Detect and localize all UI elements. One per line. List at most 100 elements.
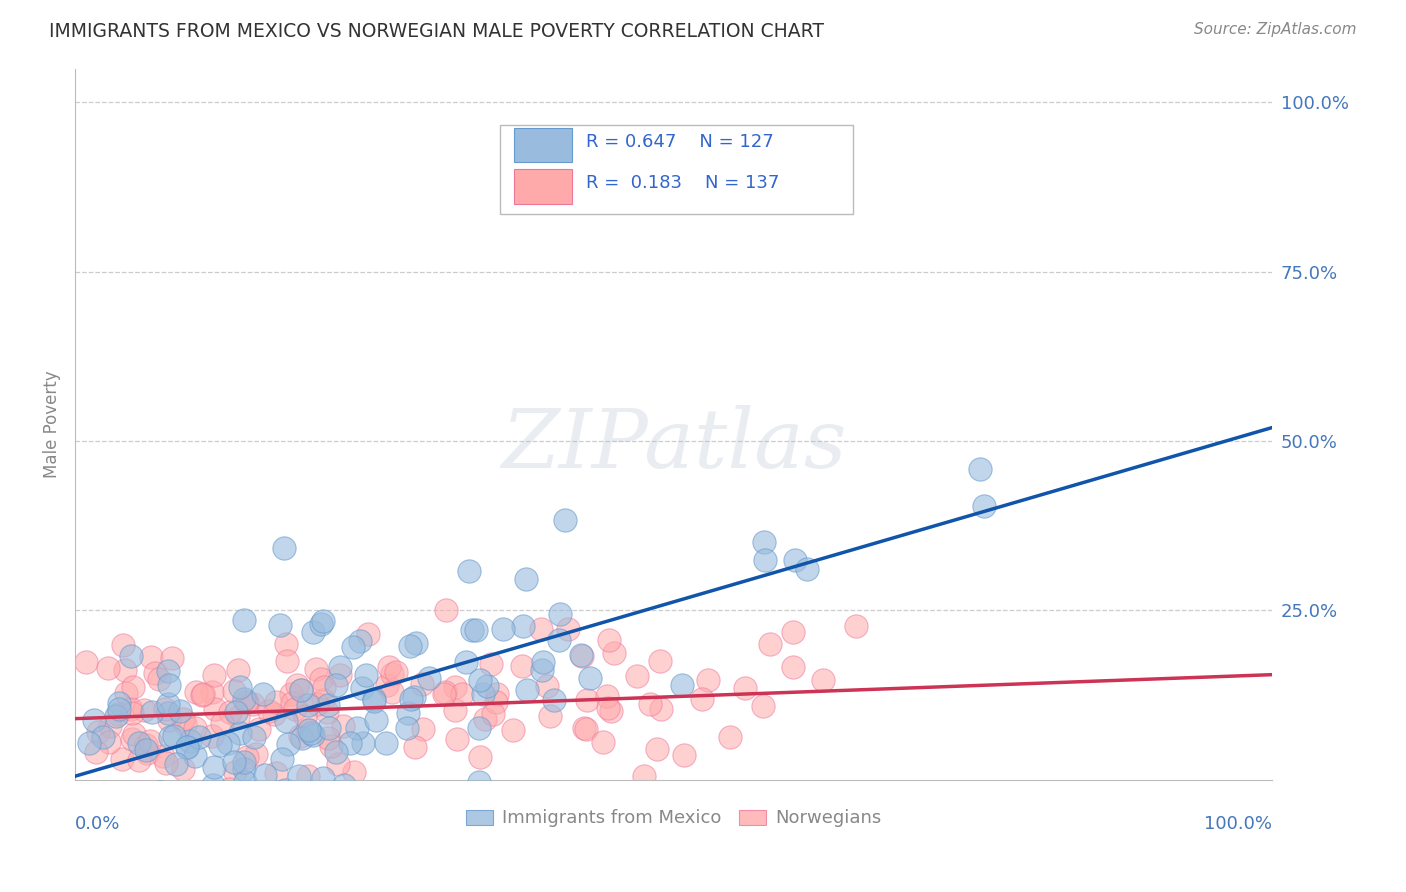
Point bbox=[481, 707, 503, 722]
Point bbox=[111, 752, 134, 766]
Point bbox=[214, 786, 236, 800]
Point bbox=[569, 648, 592, 663]
Point bbox=[342, 640, 364, 655]
Point bbox=[404, 739, 426, 754]
Point bbox=[169, 704, 191, 718]
Point bbox=[592, 735, 614, 749]
Point bbox=[148, 673, 170, 687]
Point bbox=[136, 746, 159, 760]
Point bbox=[228, 725, 250, 739]
Point bbox=[576, 693, 599, 707]
Point bbox=[315, 705, 337, 719]
Point bbox=[91, 786, 114, 800]
FancyBboxPatch shape bbox=[515, 128, 572, 162]
Point bbox=[77, 736, 100, 750]
Text: 0.0%: 0.0% bbox=[75, 815, 121, 833]
Point bbox=[98, 735, 121, 749]
Point bbox=[204, 702, 226, 716]
Point bbox=[366, 713, 388, 727]
Point bbox=[312, 693, 335, 707]
Point bbox=[603, 646, 626, 660]
Point bbox=[143, 665, 166, 680]
Point bbox=[536, 679, 558, 693]
Point bbox=[252, 687, 274, 701]
Point bbox=[165, 786, 187, 800]
Point bbox=[191, 687, 214, 701]
Point bbox=[97, 661, 120, 675]
Point bbox=[245, 747, 267, 761]
Point bbox=[446, 731, 468, 746]
Point bbox=[973, 500, 995, 514]
Point bbox=[352, 681, 374, 695]
Point bbox=[233, 692, 256, 706]
Point bbox=[184, 722, 207, 736]
Point bbox=[176, 739, 198, 754]
Point bbox=[718, 730, 741, 744]
Point bbox=[91, 731, 114, 745]
Point bbox=[84, 745, 107, 759]
Point bbox=[165, 757, 187, 772]
Point bbox=[290, 682, 312, 697]
Point bbox=[485, 695, 508, 709]
Point bbox=[458, 564, 481, 578]
Point bbox=[104, 786, 127, 800]
Point bbox=[432, 687, 454, 701]
Text: Source: ZipAtlas.com: Source: ZipAtlas.com bbox=[1194, 22, 1357, 37]
Point bbox=[465, 623, 488, 637]
Point bbox=[333, 778, 356, 792]
Point bbox=[176, 739, 198, 754]
Point bbox=[375, 678, 398, 692]
Point bbox=[141, 706, 163, 720]
Point bbox=[83, 714, 105, 728]
Point bbox=[349, 633, 371, 648]
Point bbox=[399, 692, 422, 706]
Point bbox=[444, 681, 467, 695]
Point bbox=[277, 737, 299, 751]
Point bbox=[152, 749, 174, 764]
Point bbox=[599, 704, 621, 718]
Point bbox=[510, 659, 533, 673]
Point bbox=[752, 535, 775, 549]
Point bbox=[312, 680, 335, 694]
Point bbox=[571, 649, 593, 664]
Text: R =  0.183    N = 137: R = 0.183 N = 137 bbox=[586, 174, 780, 192]
Point bbox=[294, 708, 316, 723]
Point bbox=[396, 706, 419, 721]
Point bbox=[222, 756, 245, 770]
Point bbox=[468, 673, 491, 687]
Point bbox=[124, 727, 146, 741]
Point bbox=[467, 775, 489, 789]
Point bbox=[596, 689, 619, 703]
Point bbox=[845, 619, 868, 633]
Point bbox=[474, 712, 496, 726]
Point bbox=[77, 786, 100, 800]
Point bbox=[572, 721, 595, 735]
Point bbox=[356, 668, 378, 682]
Point bbox=[346, 721, 368, 735]
Text: IMMIGRANTS FROM MEXICO VS NORWEGIAN MALE POVERTY CORRELATION CHART: IMMIGRANTS FROM MEXICO VS NORWEGIAN MALE… bbox=[49, 22, 824, 41]
Point bbox=[111, 786, 134, 800]
Point bbox=[218, 705, 240, 719]
Point bbox=[155, 756, 177, 770]
Point bbox=[492, 622, 515, 636]
Point bbox=[191, 688, 214, 702]
Point bbox=[690, 692, 713, 706]
Point bbox=[143, 786, 166, 800]
Point bbox=[433, 786, 456, 800]
Point bbox=[531, 655, 554, 669]
Point bbox=[575, 723, 598, 737]
Point bbox=[454, 655, 477, 669]
Point bbox=[485, 688, 508, 702]
Point bbox=[273, 541, 295, 555]
Point bbox=[202, 667, 225, 681]
Point bbox=[128, 736, 150, 750]
Point bbox=[259, 704, 281, 718]
Point bbox=[132, 703, 155, 717]
Point bbox=[157, 713, 180, 727]
Point bbox=[321, 739, 343, 753]
Point bbox=[247, 722, 270, 736]
Point bbox=[548, 607, 571, 621]
Point bbox=[290, 682, 312, 697]
Point bbox=[969, 462, 991, 476]
Point bbox=[543, 693, 565, 707]
